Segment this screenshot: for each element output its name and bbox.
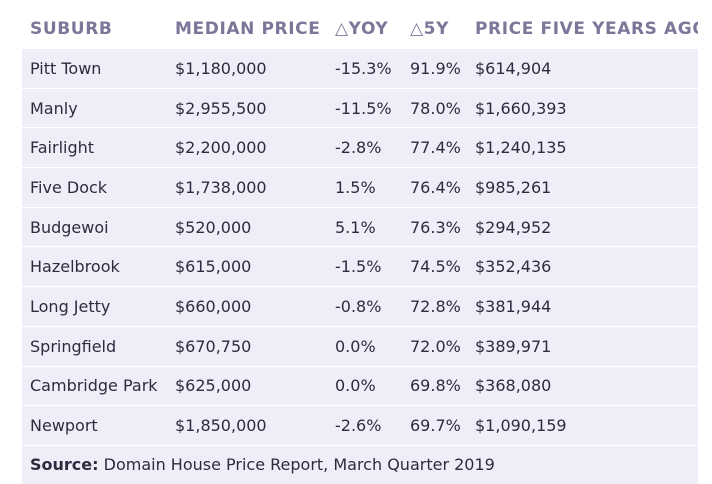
- suburb-price-table: SUBURB MEDIAN PRICE △YOY △5Y PRICE FIVE YEAR…: [22, 10, 698, 445]
- cell-price-five-years-ago: $985,261: [467, 167, 698, 208]
- column-header-yoy-change: △YOY: [335, 19, 389, 39]
- cell-suburb: Hazelbrook: [22, 246, 167, 287]
- table-header: SUBURB MEDIAN PRICE △YOY △5Y PRICE FIVE YEAR…: [22, 10, 698, 49]
- column-header-median-price: MEDIAN PRICE: [175, 19, 321, 39]
- cell-price-five-years-ago: $1,090,159: [467, 405, 698, 445]
- cell-five-year-change: 76.4%: [402, 167, 467, 208]
- cell-suburb: Newport: [22, 405, 167, 445]
- cell-median-price: $1,180,000: [167, 48, 327, 89]
- cell-median-price: $660,000: [167, 286, 327, 327]
- table-row: Budgewoi $520,000 5.1% 76.3% $294,952: [22, 206, 698, 247]
- cell-price-five-years-ago: $389,971: [467, 325, 698, 366]
- cell-median-price: $520,000: [167, 206, 327, 247]
- cell-median-price: $1,850,000: [167, 405, 327, 445]
- cell-price-five-years-ago: $352,436: [467, 246, 698, 287]
- table-row: Springfield $670,750 0.0% 72.0% $389,971: [22, 325, 698, 366]
- cell-five-year-change: 78.0%: [402, 87, 467, 128]
- table-body: Pitt Town $1,180,000 -15.3% 91.9% $614,904 Ma…: [22, 48, 698, 445]
- table-row: Newport $1,850,000 -2.6% 69.7% $1,090,159: [22, 405, 698, 445]
- cell-five-year-change: 72.0%: [402, 325, 467, 366]
- cell-price-five-years-ago: $1,240,135: [467, 127, 698, 168]
- table-row: Manly $2,955,500 -11.5% 78.0% $1,660,393: [22, 87, 698, 128]
- cell-price-five-years-ago: $381,944: [467, 286, 698, 327]
- cell-yoy-change: 1.5%: [327, 167, 402, 208]
- cell-yoy-change: -15.3%: [327, 48, 402, 89]
- cell-median-price: $625,000: [167, 365, 327, 406]
- cell-yoy-change: -2.6%: [327, 405, 402, 445]
- source-note: Source: Domain House Price Report, March…: [22, 444, 698, 484]
- cell-five-year-change: 72.8%: [402, 286, 467, 327]
- cell-suburb: Fairlight: [22, 127, 167, 168]
- cell-yoy-change: -2.8%: [327, 127, 402, 168]
- cell-yoy-change: -11.5%: [327, 87, 402, 128]
- cell-five-year-change: 69.8%: [402, 365, 467, 406]
- table-row: Five Dock $1,738,000 1.5% 76.4% $985,261: [22, 167, 698, 208]
- cell-suburb: Five Dock: [22, 167, 167, 208]
- cell-median-price: $1,738,000: [167, 167, 327, 208]
- cell-price-five-years-ago: $294,952: [467, 206, 698, 247]
- cell-yoy-change: 5.1%: [327, 206, 402, 247]
- cell-median-price: $2,200,000: [167, 127, 327, 168]
- table-row: Pitt Town $1,180,000 -15.3% 91.9% $614,904: [22, 48, 698, 89]
- cell-suburb: Budgewoi: [22, 206, 167, 247]
- cell-suburb: Long Jetty: [22, 286, 167, 327]
- table-row: Long Jetty $660,000 -0.8% 72.8% $381,944: [22, 286, 698, 327]
- cell-yoy-change: -0.8%: [327, 286, 402, 327]
- table-row: Cambridge Park $625,000 0.0% 69.8% $368,080: [22, 365, 698, 406]
- cell-price-five-years-ago: $614,904: [467, 48, 698, 89]
- table-row: Fairlight $2,200,000 -2.8% 77.4% $1,240,135: [22, 127, 698, 168]
- cell-price-five-years-ago: $1,660,393: [467, 87, 698, 128]
- cell-five-year-change: 69.7%: [402, 405, 467, 445]
- source-label: Source:: [30, 454, 99, 474]
- cell-median-price: $2,955,500: [167, 87, 327, 128]
- table-row: Hazelbrook $615,000 -1.5% 74.5% $352,436: [22, 246, 698, 287]
- column-header-price-five-years-ago: PRICE FIVE YEARS AGO: [475, 19, 698, 39]
- cell-price-five-years-ago: $368,080: [467, 365, 698, 406]
- cell-yoy-change: -1.5%: [327, 246, 402, 287]
- price-table-container: SUBURB MEDIAN PRICE △YOY △5Y PRICE FIVE YEAR…: [22, 10, 698, 484]
- column-header-five-year-change: △5Y: [410, 19, 450, 39]
- source-text: Domain House Price Report, March Quarter…: [98, 454, 495, 474]
- cell-suburb: Springfield: [22, 325, 167, 366]
- cell-five-year-change: 77.4%: [402, 127, 467, 168]
- cell-five-year-change: 74.5%: [402, 246, 467, 287]
- cell-suburb: Cambridge Park: [22, 365, 167, 406]
- cell-five-year-change: 76.3%: [402, 206, 467, 247]
- cell-median-price: $615,000: [167, 246, 327, 287]
- cell-suburb: Pitt Town: [22, 48, 167, 89]
- header-row: SUBURB MEDIAN PRICE △YOY △5Y PRICE FIVE YEAR…: [22, 10, 698, 49]
- cell-suburb: Manly: [22, 87, 167, 128]
- cell-median-price: $670,750: [167, 325, 327, 366]
- cell-five-year-change: 91.9%: [402, 48, 467, 89]
- cell-yoy-change: 0.0%: [327, 325, 402, 366]
- column-header-suburb: SUBURB: [30, 19, 113, 39]
- cell-yoy-change: 0.0%: [327, 365, 402, 406]
